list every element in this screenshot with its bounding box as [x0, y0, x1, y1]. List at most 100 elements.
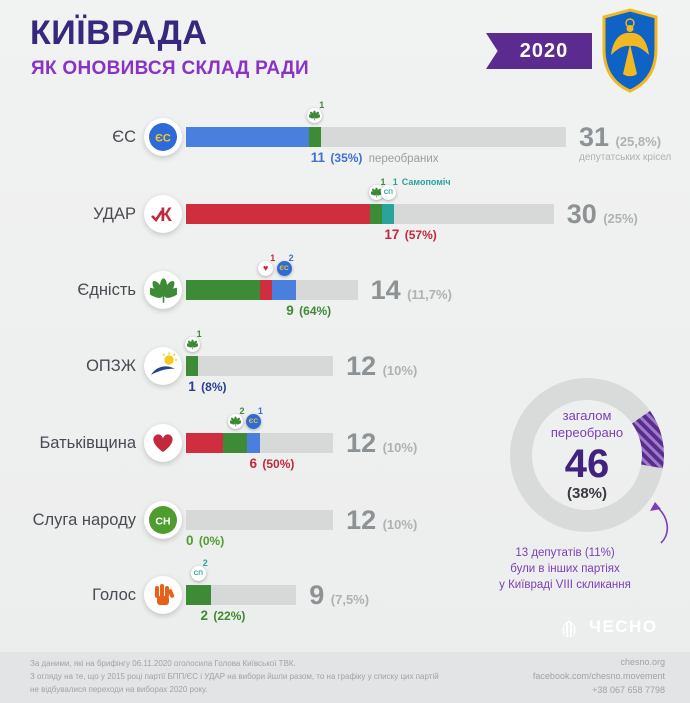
garlic-icon: [562, 616, 576, 638]
bar-segment: [369, 204, 383, 224]
party-row-opzzh: ОПЗЖ 1 (8%) 12 (10%) 1: [0, 329, 690, 412]
total-seats: 12 (10%): [346, 351, 418, 381]
bar-track: [186, 510, 334, 530]
reelected-value: 9 (64%): [286, 303, 331, 318]
bar-track: [186, 204, 554, 224]
total-seats: 9 (7,5%): [309, 580, 370, 610]
marker-label: Самопоміч: [401, 177, 451, 187]
marker-count: 1: [319, 100, 325, 110]
reelected-value: 11 (35%) переобраних: [311, 150, 439, 165]
party-name: Голос: [92, 586, 136, 604]
party-row-holos: Голос 2 (22%) 9 (7,5%) СП 2: [0, 558, 690, 641]
donut-annotation: 13 депутатів (11%) були в інших партіях …: [499, 547, 631, 592]
facebook-link: facebook.com/chesno.movement: [532, 670, 665, 681]
donut-value: 46: [564, 441, 610, 486]
svg-text:ЄС: ЄС: [155, 133, 171, 145]
bar-track: [186, 127, 566, 147]
batkivshchyna-party-logo-icon: [144, 424, 182, 462]
year-ribbon: 2020: [486, 33, 592, 69]
bar-track: [186, 280, 358, 300]
donut-label: загалом переобрано: [550, 408, 624, 440]
footer-band: [0, 652, 690, 703]
party-name: УДАР: [93, 205, 136, 223]
party-row-yednist: Єдність 9 (64%) 14 (11,7%) ♥ 1 ЄС 2: [0, 253, 690, 336]
party-row-sluha-narodu: Слуга народу СН 0 (0%) 12 (10%): [0, 501, 690, 566]
reelected-count: 2: [200, 608, 209, 623]
es-party-logo-icon: ЄС: [144, 118, 182, 156]
year-label: 2020: [519, 39, 569, 62]
chestnut-leaf-icon: 2: [227, 406, 245, 429]
reelected-share: (0%): [198, 534, 225, 548]
reelected-share: (57%): [404, 228, 437, 242]
marker-count: 1: [257, 406, 263, 416]
party-name: Слуга народу: [32, 511, 136, 529]
footnotes: За даними, які на брифінгу 06.11.2020 ог…: [30, 659, 439, 694]
reelected-count: 0: [186, 533, 194, 548]
reelected-value: 6 (50%): [250, 456, 295, 471]
bar-segment: [186, 585, 211, 605]
heart-icon: ♥ 1: [258, 253, 275, 276]
chestnut-leaf-icon: 1: [368, 177, 386, 200]
reelected-count: 17: [384, 227, 400, 242]
bar-segment: [186, 356, 199, 376]
reelected-note: переобраних: [368, 153, 439, 165]
svg-text:СН: СН: [155, 516, 170, 528]
brand-name: ЧЕСНО: [589, 617, 658, 636]
page-title: КИЇВРАДА: [30, 14, 208, 52]
samopomich-party-icon: СП 2: [190, 558, 208, 581]
bar-segment: [382, 204, 395, 224]
bar-segment: [186, 204, 370, 224]
total-seats: 14 (11,7%): [370, 275, 452, 305]
chesno-logo: ЧЕСНО: [556, 614, 658, 640]
reelected-share: (50%): [262, 457, 295, 471]
party-row-batkivshchyna: Батьківщина 6 (50%) 12 (10%) 2 ЄС 1: [0, 406, 690, 489]
reelected-value: 17 (57%): [384, 227, 436, 242]
reelected-share: (64%): [299, 304, 332, 318]
total-seats: 31 (25,8%): [579, 122, 662, 152]
es-party-icon: ЄС 1: [245, 406, 263, 429]
total-seats-note: депутатських крісел: [579, 152, 672, 163]
svg-text:К: К: [160, 205, 172, 226]
marker-count: 2: [202, 558, 208, 568]
bar-segment: [259, 280, 272, 300]
reelected-count: 11: [310, 150, 326, 165]
sluha-narodu-party-logo-icon: СН: [144, 501, 182, 539]
opzzh-party-logo-icon: [144, 347, 182, 385]
marker-count: 1: [270, 253, 276, 263]
contact-block: chesno.org facebook.com/chesno.movement …: [533, 656, 665, 698]
donut-share: (38%): [566, 484, 607, 502]
bar-segment: [222, 433, 248, 453]
party-row-es: ЄС ЄС 11 (35%) переобраних 31 (25,8%) де…: [0, 100, 690, 183]
es-party-icon: ЄС 2: [276, 253, 294, 276]
website-link: chesno.org: [620, 657, 665, 667]
bar-segment: [186, 280, 260, 300]
reelected-donut-chart: загалом переобрано 46 (38%): [502, 370, 672, 540]
bar-track: [186, 585, 297, 605]
party-name: Єдність: [77, 281, 136, 299]
reelected-share: (8%): [201, 380, 227, 394]
marker-count: 2: [288, 253, 294, 263]
marker-count: 1: [392, 177, 398, 187]
annotation-arrow-icon: [637, 497, 677, 550]
reelected-value: 0 (0%): [186, 533, 224, 548]
party-row-udar: УДАР К 17 (57%) 30 (25%) 1 СП 1 Самопоміч: [0, 177, 690, 260]
udar-party-logo-icon: К: [144, 195, 182, 233]
reelected-share: (22%): [213, 609, 246, 623]
party-name: ЄС: [112, 128, 136, 146]
kyiv-coat-of-arms-icon: [600, 7, 660, 98]
holos-party-logo-icon: [144, 576, 182, 614]
total-seats: 30 (25%): [566, 199, 638, 229]
bar-track: [186, 433, 334, 453]
chestnut-leaf-icon: 1: [307, 100, 324, 123]
donut-center: загалом переобрано 46 (38%): [534, 402, 640, 508]
reelected-share: (35%): [330, 151, 363, 165]
reelected-count: 6: [249, 456, 258, 471]
bar-segment: [271, 280, 297, 300]
total-seats: 12 (10%): [346, 428, 418, 458]
party-name: Батьківщина: [39, 434, 136, 452]
phone-number: +38 067 658 7798: [592, 684, 665, 695]
unity-party-logo-icon: [144, 271, 182, 309]
marker-count: 1: [380, 177, 386, 187]
samopomich-party-icon: СП 1 Самопоміч: [380, 177, 451, 200]
